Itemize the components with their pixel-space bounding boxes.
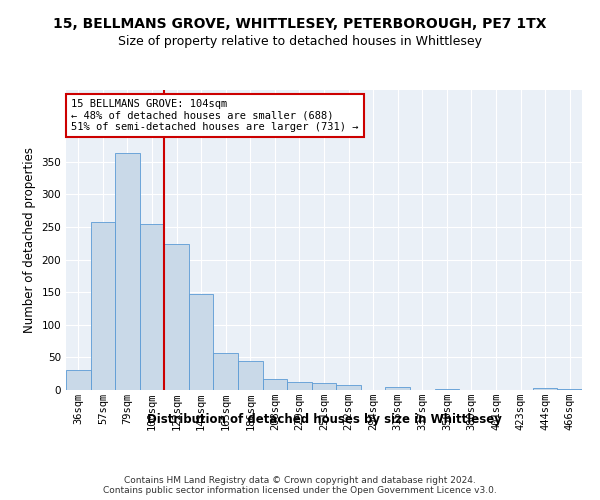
Text: 15 BELLMANS GROVE: 104sqm
← 48% of detached houses are smaller (688)
51% of semi: 15 BELLMANS GROVE: 104sqm ← 48% of detac…	[71, 99, 359, 132]
Bar	[238, 362, 263, 390]
Bar	[557, 388, 582, 390]
Bar	[189, 294, 214, 390]
Bar	[214, 354, 238, 390]
Bar	[385, 386, 410, 390]
Bar	[91, 222, 115, 390]
Bar	[533, 388, 557, 390]
Bar	[287, 382, 312, 390]
Y-axis label: Number of detached properties: Number of detached properties	[23, 147, 36, 333]
Bar	[115, 154, 140, 390]
Bar	[164, 244, 189, 390]
Text: Size of property relative to detached houses in Whittlesey: Size of property relative to detached ho…	[118, 35, 482, 48]
Text: Distribution of detached houses by size in Whittlesey: Distribution of detached houses by size …	[146, 412, 502, 426]
Bar	[434, 388, 459, 390]
Text: Contains HM Land Registry data © Crown copyright and database right 2024.
Contai: Contains HM Land Registry data © Crown c…	[103, 476, 497, 495]
Bar	[312, 384, 336, 390]
Bar	[140, 224, 164, 390]
Bar	[336, 386, 361, 390]
Text: 15, BELLMANS GROVE, WHITTLESEY, PETERBOROUGH, PE7 1TX: 15, BELLMANS GROVE, WHITTLESEY, PETERBOR…	[53, 18, 547, 32]
Bar	[66, 370, 91, 390]
Bar	[263, 379, 287, 390]
